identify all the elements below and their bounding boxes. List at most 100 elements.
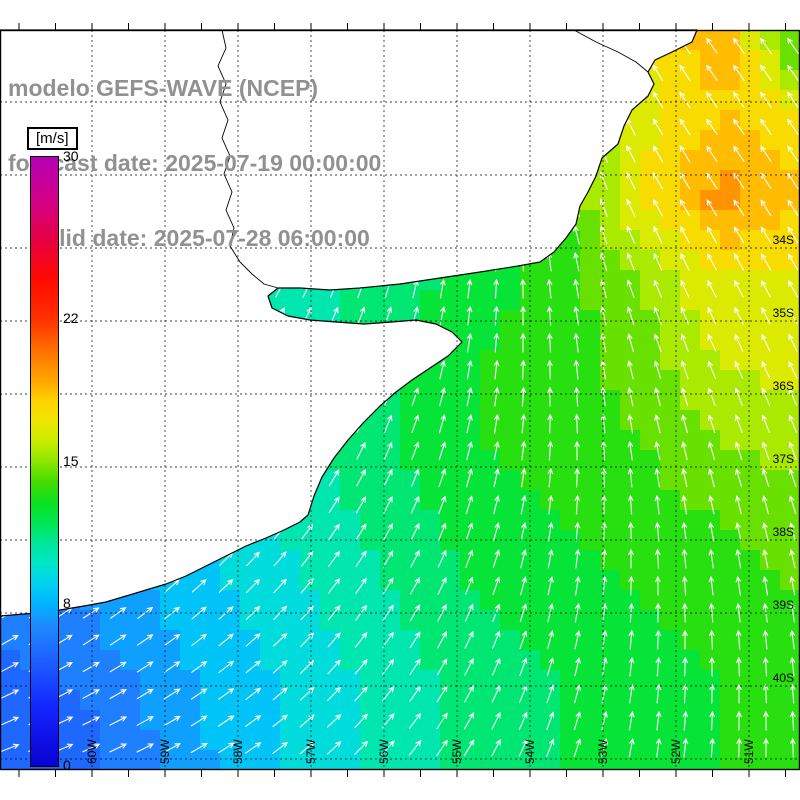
wind-speed-cell (720, 410, 740, 430)
wind-speed-cell (720, 510, 740, 530)
wind-speed-cell (660, 130, 680, 150)
wind-direction-arrow (354, 686, 368, 702)
wind-direction-arrow (409, 712, 422, 729)
wind-speed-cell (480, 410, 500, 430)
wind-speed-cell (620, 590, 640, 610)
wind-speed-cell (560, 610, 580, 630)
wind-speed-cell (740, 330, 760, 350)
wind-speed-cell (660, 430, 680, 450)
wind-direction-arrow (410, 576, 421, 595)
wind-speed-cell (620, 150, 640, 170)
wind-speed-cell (720, 650, 740, 670)
wind-speed-cell (200, 690, 220, 710)
wind-direction-arrow (164, 661, 181, 673)
wind-speed-cell (180, 690, 200, 710)
wind-speed-cell (560, 690, 580, 710)
wind-direction-arrow (300, 659, 315, 674)
wind-direction-arrow (789, 710, 796, 731)
wind-speed-cell (340, 290, 360, 310)
wind-direction-arrow (787, 64, 799, 81)
wind-speed-cell (560, 270, 580, 290)
wind-speed-cell (400, 410, 420, 430)
wind-direction-arrow (787, 145, 799, 163)
wind-direction-arrow (520, 521, 527, 542)
wind-speed-cell (340, 610, 360, 630)
wind-speed-cell (760, 710, 780, 730)
wind-direction-arrow (354, 659, 368, 675)
wind-direction-arrow (383, 441, 393, 460)
wind-speed-cell (460, 430, 480, 450)
wind-speed-cell (580, 670, 600, 690)
wind-speed-cell (220, 630, 240, 650)
wind-direction-arrow (520, 332, 526, 353)
wind-speed-cell (640, 750, 660, 770)
wind-speed-cell (340, 570, 360, 590)
wind-direction-arrow (680, 306, 690, 325)
wind-speed-cell (160, 630, 180, 650)
wind-speed-cell (360, 290, 380, 310)
wind-speed-cell (160, 650, 180, 670)
wind-direction-arrow (491, 711, 501, 730)
wind-speed-cell (560, 490, 580, 510)
wind-direction-arrow (217, 742, 235, 754)
wind-speed-cell (400, 670, 420, 690)
wind-direction-arrow (653, 306, 662, 325)
wind-speed-cell (720, 70, 740, 90)
wind-direction-arrow (760, 253, 772, 271)
wind-direction-arrow (355, 577, 367, 594)
wind-speed-cell (600, 210, 620, 230)
wind-direction-arrow (493, 305, 500, 326)
wind-speed-cell (680, 390, 700, 410)
wind-speed-cell (220, 750, 240, 770)
wind-speed-cell (620, 730, 640, 750)
wind-speed-cell (320, 490, 340, 510)
wind-speed-cell (440, 750, 460, 770)
wind-speed-cell (240, 630, 260, 650)
wind-speed-cell (700, 630, 720, 650)
wind-speed-cell (620, 490, 640, 510)
wind-speed-cell (540, 650, 560, 670)
wind-speed-cell (220, 570, 240, 590)
wind-direction-arrow (520, 440, 527, 461)
wind-speed-cell (580, 550, 600, 570)
wind-speed-cell (760, 690, 780, 710)
wind-direction-arrow (681, 521, 688, 542)
wind-speed-cell (360, 670, 380, 690)
wind-direction-arrow (573, 305, 580, 326)
wind-speed-cell (400, 690, 420, 710)
wind-direction-arrow (574, 548, 581, 569)
wind-speed-cell (760, 650, 780, 670)
wind-direction-arrow (601, 494, 607, 515)
wind-speed-cell (340, 450, 360, 470)
wind-direction-arrow (164, 579, 180, 593)
wind-speed-cell (660, 330, 680, 350)
wind-direction-arrow (382, 604, 394, 622)
wind-direction-arrow (601, 738, 608, 758)
wind-direction-arrow (1, 716, 20, 726)
wind-speed-cell (700, 350, 720, 370)
wind-speed-cell (320, 630, 340, 650)
wind-speed-cell (780, 630, 800, 650)
wind-speed-cell (700, 70, 720, 90)
wind-speed-cell (660, 590, 680, 610)
wind-speed-cell (580, 730, 600, 750)
wind-speed-cell (440, 450, 460, 470)
wind-direction-arrow (493, 278, 499, 299)
lat-label: 34S (773, 233, 794, 247)
wind-speed-cell (460, 290, 480, 310)
wind-direction-arrow (573, 278, 580, 299)
wind-direction-arrow (734, 387, 743, 406)
wind-speed-cell (320, 590, 340, 610)
wind-speed-cell (700, 190, 720, 210)
wind-direction-arrow (681, 494, 688, 515)
wind-speed-cell (420, 590, 440, 610)
wind-direction-arrow (574, 629, 581, 650)
wind-speed-cell (100, 670, 120, 690)
wind-direction-arrow (546, 738, 555, 757)
wind-direction-arrow (491, 684, 501, 703)
wind-direction-arrow (652, 145, 664, 163)
wind-speed-cell (620, 370, 640, 390)
wind-speed-cell (480, 710, 500, 730)
land-south-america (0, 29, 698, 617)
wind-direction-arrow (245, 714, 262, 727)
